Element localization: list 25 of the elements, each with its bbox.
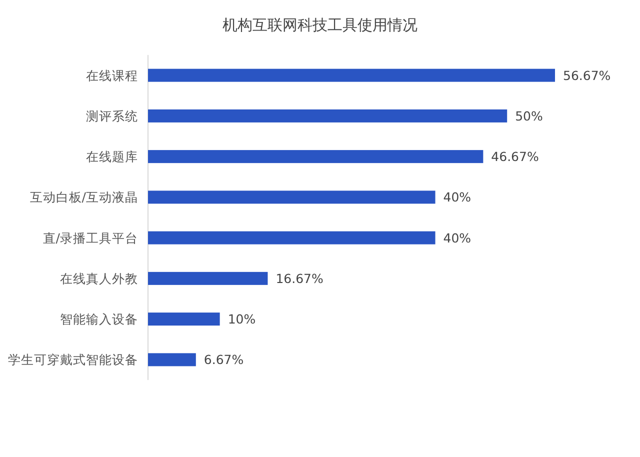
data-label: 16.67% bbox=[276, 270, 324, 286]
y-tick-label: 互动白板/互动液晶 bbox=[30, 190, 138, 205]
data-label: 50% bbox=[515, 108, 543, 124]
data-label: 40% bbox=[443, 190, 472, 205]
data-label: 46.67% bbox=[491, 149, 539, 164]
bar bbox=[148, 109, 508, 122]
y-tick-label: 智能输入设备 bbox=[60, 312, 138, 327]
bar bbox=[148, 353, 196, 366]
data-label: 10% bbox=[228, 312, 256, 327]
y-tick-label: 学生可穿戴式智能设备 bbox=[8, 352, 138, 368]
data-label: 40% bbox=[443, 230, 472, 246]
y-tick-label: 在线课程 bbox=[86, 68, 138, 83]
y-tick-label: 测评系统 bbox=[86, 108, 138, 124]
y-tick-label: 在线真人外教 bbox=[60, 270, 138, 286]
chart-title: 机构互联网科技工具使用情况 bbox=[222, 16, 418, 34]
y-tick-label: 直/录播工具平台 bbox=[42, 230, 138, 246]
bar bbox=[148, 68, 555, 82]
data-label: 6.67% bbox=[204, 352, 244, 368]
y-tick-label: 在线题库 bbox=[86, 149, 138, 164]
bar bbox=[148, 272, 268, 285]
bar bbox=[148, 150, 484, 164]
data-label: 56.67% bbox=[563, 68, 611, 83]
bar bbox=[148, 190, 436, 204]
bar bbox=[148, 231, 436, 244]
bar bbox=[148, 312, 220, 326]
